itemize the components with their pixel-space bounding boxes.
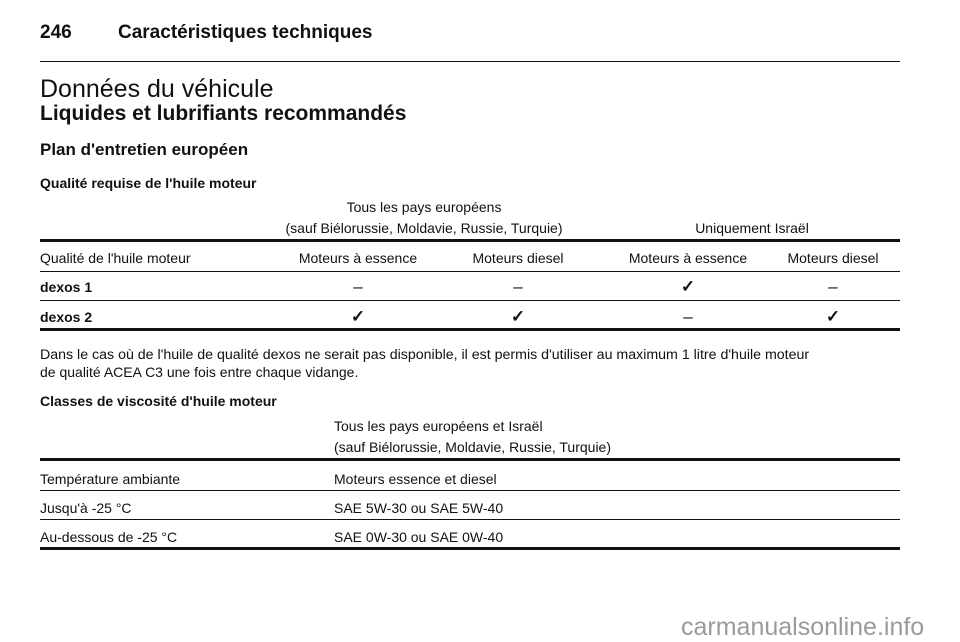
column-header: Qualité de l'huile moteur bbox=[40, 250, 191, 266]
note-text: Dans le cas où de l'huile de qualité dex… bbox=[40, 347, 810, 363]
table-rule bbox=[40, 300, 900, 301]
table-cell: ✓ bbox=[350, 307, 366, 326]
table-cell: ✓ bbox=[825, 307, 841, 326]
table-cell: SAE 0W-30 ou SAE 0W-40 bbox=[334, 529, 504, 545]
table-cell: Jusqu'à -25 °C bbox=[40, 500, 132, 516]
table-row-label: dexos 2 bbox=[40, 309, 93, 325]
table2-caption: Classes de viscosité d'huile moteur bbox=[40, 393, 277, 409]
table1-group1-line1: Tous les pays européens bbox=[346, 199, 502, 215]
table-cell: Au-dessous de -25 °C bbox=[40, 529, 178, 545]
table-rule bbox=[40, 547, 900, 550]
table-rule bbox=[40, 328, 900, 331]
note-text: de qualité ACEA C3 une fois entre chaque… bbox=[40, 364, 359, 380]
table-cell: – bbox=[828, 277, 838, 296]
column-header: Moteurs à essence bbox=[298, 250, 418, 266]
subtitle: Liquides et lubrifiants recommandés bbox=[40, 102, 407, 125]
table-cell: – bbox=[513, 277, 523, 296]
table1-group2: Uniquement Israël bbox=[695, 220, 809, 236]
header-rule bbox=[40, 61, 900, 62]
table-cell: ✓ bbox=[680, 277, 696, 296]
section-heading: Plan d'entretien européen bbox=[40, 140, 249, 159]
table-cell: – bbox=[353, 277, 363, 296]
page-number: 246 bbox=[40, 22, 72, 43]
table-cell: ✓ bbox=[510, 307, 526, 326]
table-rule bbox=[40, 458, 900, 461]
table-rule bbox=[40, 519, 900, 520]
watermark: carmanualsonline.info bbox=[681, 613, 925, 641]
column-header: Moteurs essence et diesel bbox=[334, 471, 497, 487]
table1-group1-line2: (sauf Biélorussie, Moldavie, Russie, Tur… bbox=[285, 220, 563, 236]
column-header: Température ambiante bbox=[40, 471, 181, 487]
table2-group-line2: (sauf Biélorussie, Moldavie, Russie, Tur… bbox=[334, 439, 612, 455]
table-rule bbox=[40, 490, 900, 491]
column-header: Moteurs à essence bbox=[628, 250, 748, 266]
table-rule bbox=[40, 239, 900, 242]
table1-caption: Qualité requise de l'huile moteur bbox=[40, 175, 257, 191]
table2-group-line1: Tous les pays européens et Israël bbox=[334, 418, 543, 434]
page-title: Données du véhicule bbox=[40, 75, 274, 103]
table-cell: SAE 5W-30 ou SAE 5W-40 bbox=[334, 500, 504, 516]
column-header: Moteurs diesel bbox=[472, 250, 564, 266]
chapter-title: Caractéristiques techniques bbox=[118, 22, 373, 43]
table-cell: – bbox=[683, 307, 693, 326]
column-header: Moteurs diesel bbox=[787, 250, 879, 266]
table-row-label: dexos 1 bbox=[40, 279, 93, 295]
table-rule bbox=[40, 271, 900, 272]
